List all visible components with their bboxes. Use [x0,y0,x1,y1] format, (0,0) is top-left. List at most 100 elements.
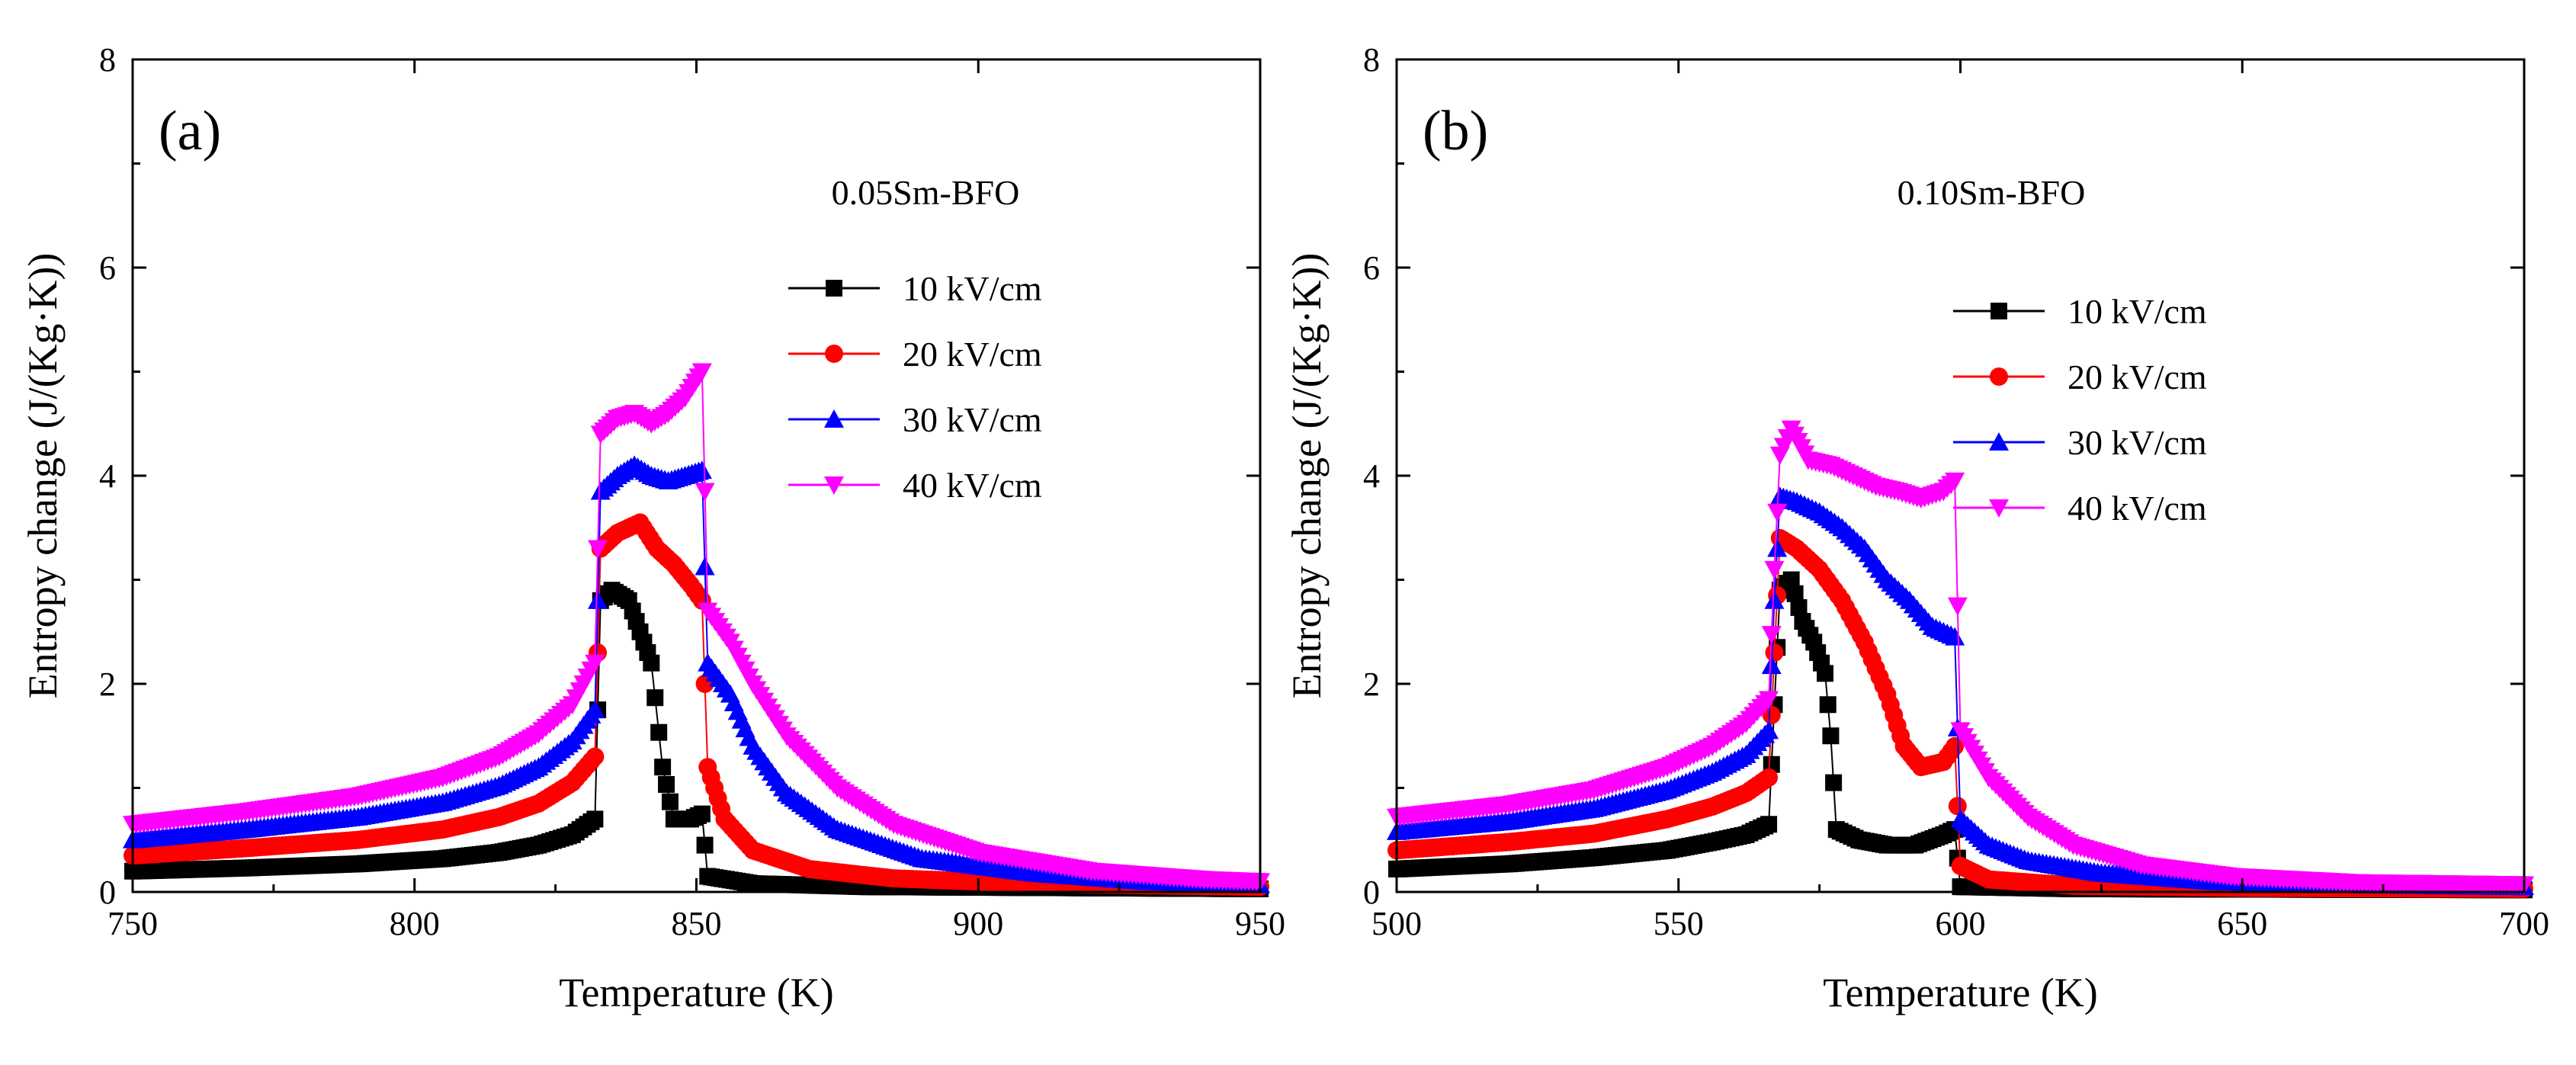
legend-item: 10 kV/cm [1953,292,2207,331]
data-point [585,747,605,766]
legend-marker [1989,499,2009,518]
data-point [1761,626,1782,645]
legend-label: 30 kV/cm [2068,423,2207,462]
legend-marker [1991,303,2007,319]
data-point [1825,774,1843,791]
data-point [1945,472,1965,491]
legend-label: 40 kV/cm [2068,489,2207,528]
data-point [1817,665,1834,682]
panel-tag: (b) [1423,100,1488,162]
x-tick-label: 950 [1235,905,1285,942]
data-point [695,483,715,502]
legend-label: 40 kV/cm [903,466,1042,505]
data-point [1822,727,1840,745]
y-axis-title: Entropy change (J/(Kg·K)) [20,253,66,699]
legend-item: 10 kV/cm [788,269,1042,308]
data-point [588,590,608,609]
data-point [695,557,715,576]
series-20-kv-cm [124,513,1269,897]
x-tick-label: 650 [2217,905,2267,942]
legend-label: 20 kV/cm [2068,358,2207,396]
y-tick-label: 6 [99,249,116,287]
data-point [1759,691,1779,710]
x-tick-label: 850 [672,905,722,942]
x-tick-label: 750 [107,905,158,942]
legend-item: 40 kV/cm [788,466,1042,505]
legend-marker [825,345,843,363]
data-point [1759,720,1779,739]
data-point [1948,797,1967,816]
y-tick-label: 2 [1363,666,1380,703]
legend-label: 10 kV/cm [903,269,1042,308]
data-point [691,460,712,480]
legend-item: 20 kV/cm [1953,358,2207,396]
data-point [1767,503,1788,522]
y-tick-label: 8 [99,41,116,79]
panel-tag: (a) [159,100,221,162]
data-point [1790,598,1808,616]
data-point [1946,736,1965,755]
y-tick-label: 2 [99,666,116,703]
y-tick-label: 4 [1363,457,1380,495]
panel-title: 0.10Sm-BFO [1898,173,2086,212]
data-point [1765,643,1784,662]
x-axis-title: Temperature (K) [559,970,834,1015]
chart-panel-panel_b: 500 550 600 650 700 0 2 4 6 8 Temperature (K) Entro… [1284,41,2549,1015]
y-tick-label: 0 [1363,874,1380,911]
legend-marker [824,409,844,428]
legend-marker [1989,432,2009,451]
legend-label: 20 kV/cm [903,335,1042,374]
data-point [691,363,712,382]
data-point [1764,560,1785,579]
legend-marker [824,476,844,495]
legend: 10 kV/cm 20 kV/cm 30 kV/cm 40 kV/cm [1953,292,2207,528]
legend-item: 30 kV/cm [1953,423,2207,462]
data-point [1767,538,1788,557]
data-point [643,654,660,672]
data-point [585,654,605,673]
legend-item: 40 kV/cm [1953,489,2207,528]
legend-label: 10 kV/cm [2068,292,2207,331]
data-point [696,836,714,854]
y-tick-label: 0 [99,874,116,911]
series-40-kv-cm [123,363,1270,892]
legend-marker [1990,367,2008,386]
data-point [658,775,675,793]
data-point [1786,585,1804,602]
data-point [1761,656,1782,675]
data-point [693,805,711,823]
data-point [650,723,668,741]
series-30-kv-cm [123,455,1270,893]
series-40-kv-cm [1387,420,2534,895]
legend-marker [826,280,842,297]
x-tick-label: 600 [1936,905,1986,942]
x-tick-label: 500 [1371,905,1422,942]
data-point [588,540,608,559]
data-point [585,700,605,719]
data-point [646,689,664,707]
data-point [1762,705,1781,724]
data-point [661,793,678,810]
data-point [654,759,672,776]
x-tick-label: 550 [1654,905,1704,942]
y-tick-label: 8 [1363,41,1380,79]
panel-title: 0.05Sm-BFO [832,173,1020,212]
legend: 10 kV/cm 20 kV/cm 30 kV/cm 40 kV/cm [788,269,1042,505]
data-point [1764,590,1785,609]
data-point [586,810,604,828]
x-tick-label: 800 [390,905,440,942]
legend-item: 30 kV/cm [788,400,1042,439]
x-axis-title: Temperature (K) [1823,970,2098,1015]
data-point [1782,571,1800,589]
data-point [1760,816,1778,833]
legend-item: 20 kV/cm [788,335,1042,374]
data-point [1947,597,1968,616]
data-point [1819,696,1837,714]
x-tick-label: 700 [2499,905,2549,942]
data-point [1945,627,1965,646]
legend-label: 30 kV/cm [903,400,1042,439]
y-axis-title: Entropy change (J/(Kg·K)) [1284,253,1330,699]
chart-panel-panel_a: 750 800 850 900 950 0 2 4 6 8 Temperature (K) Entro… [20,41,1285,1015]
